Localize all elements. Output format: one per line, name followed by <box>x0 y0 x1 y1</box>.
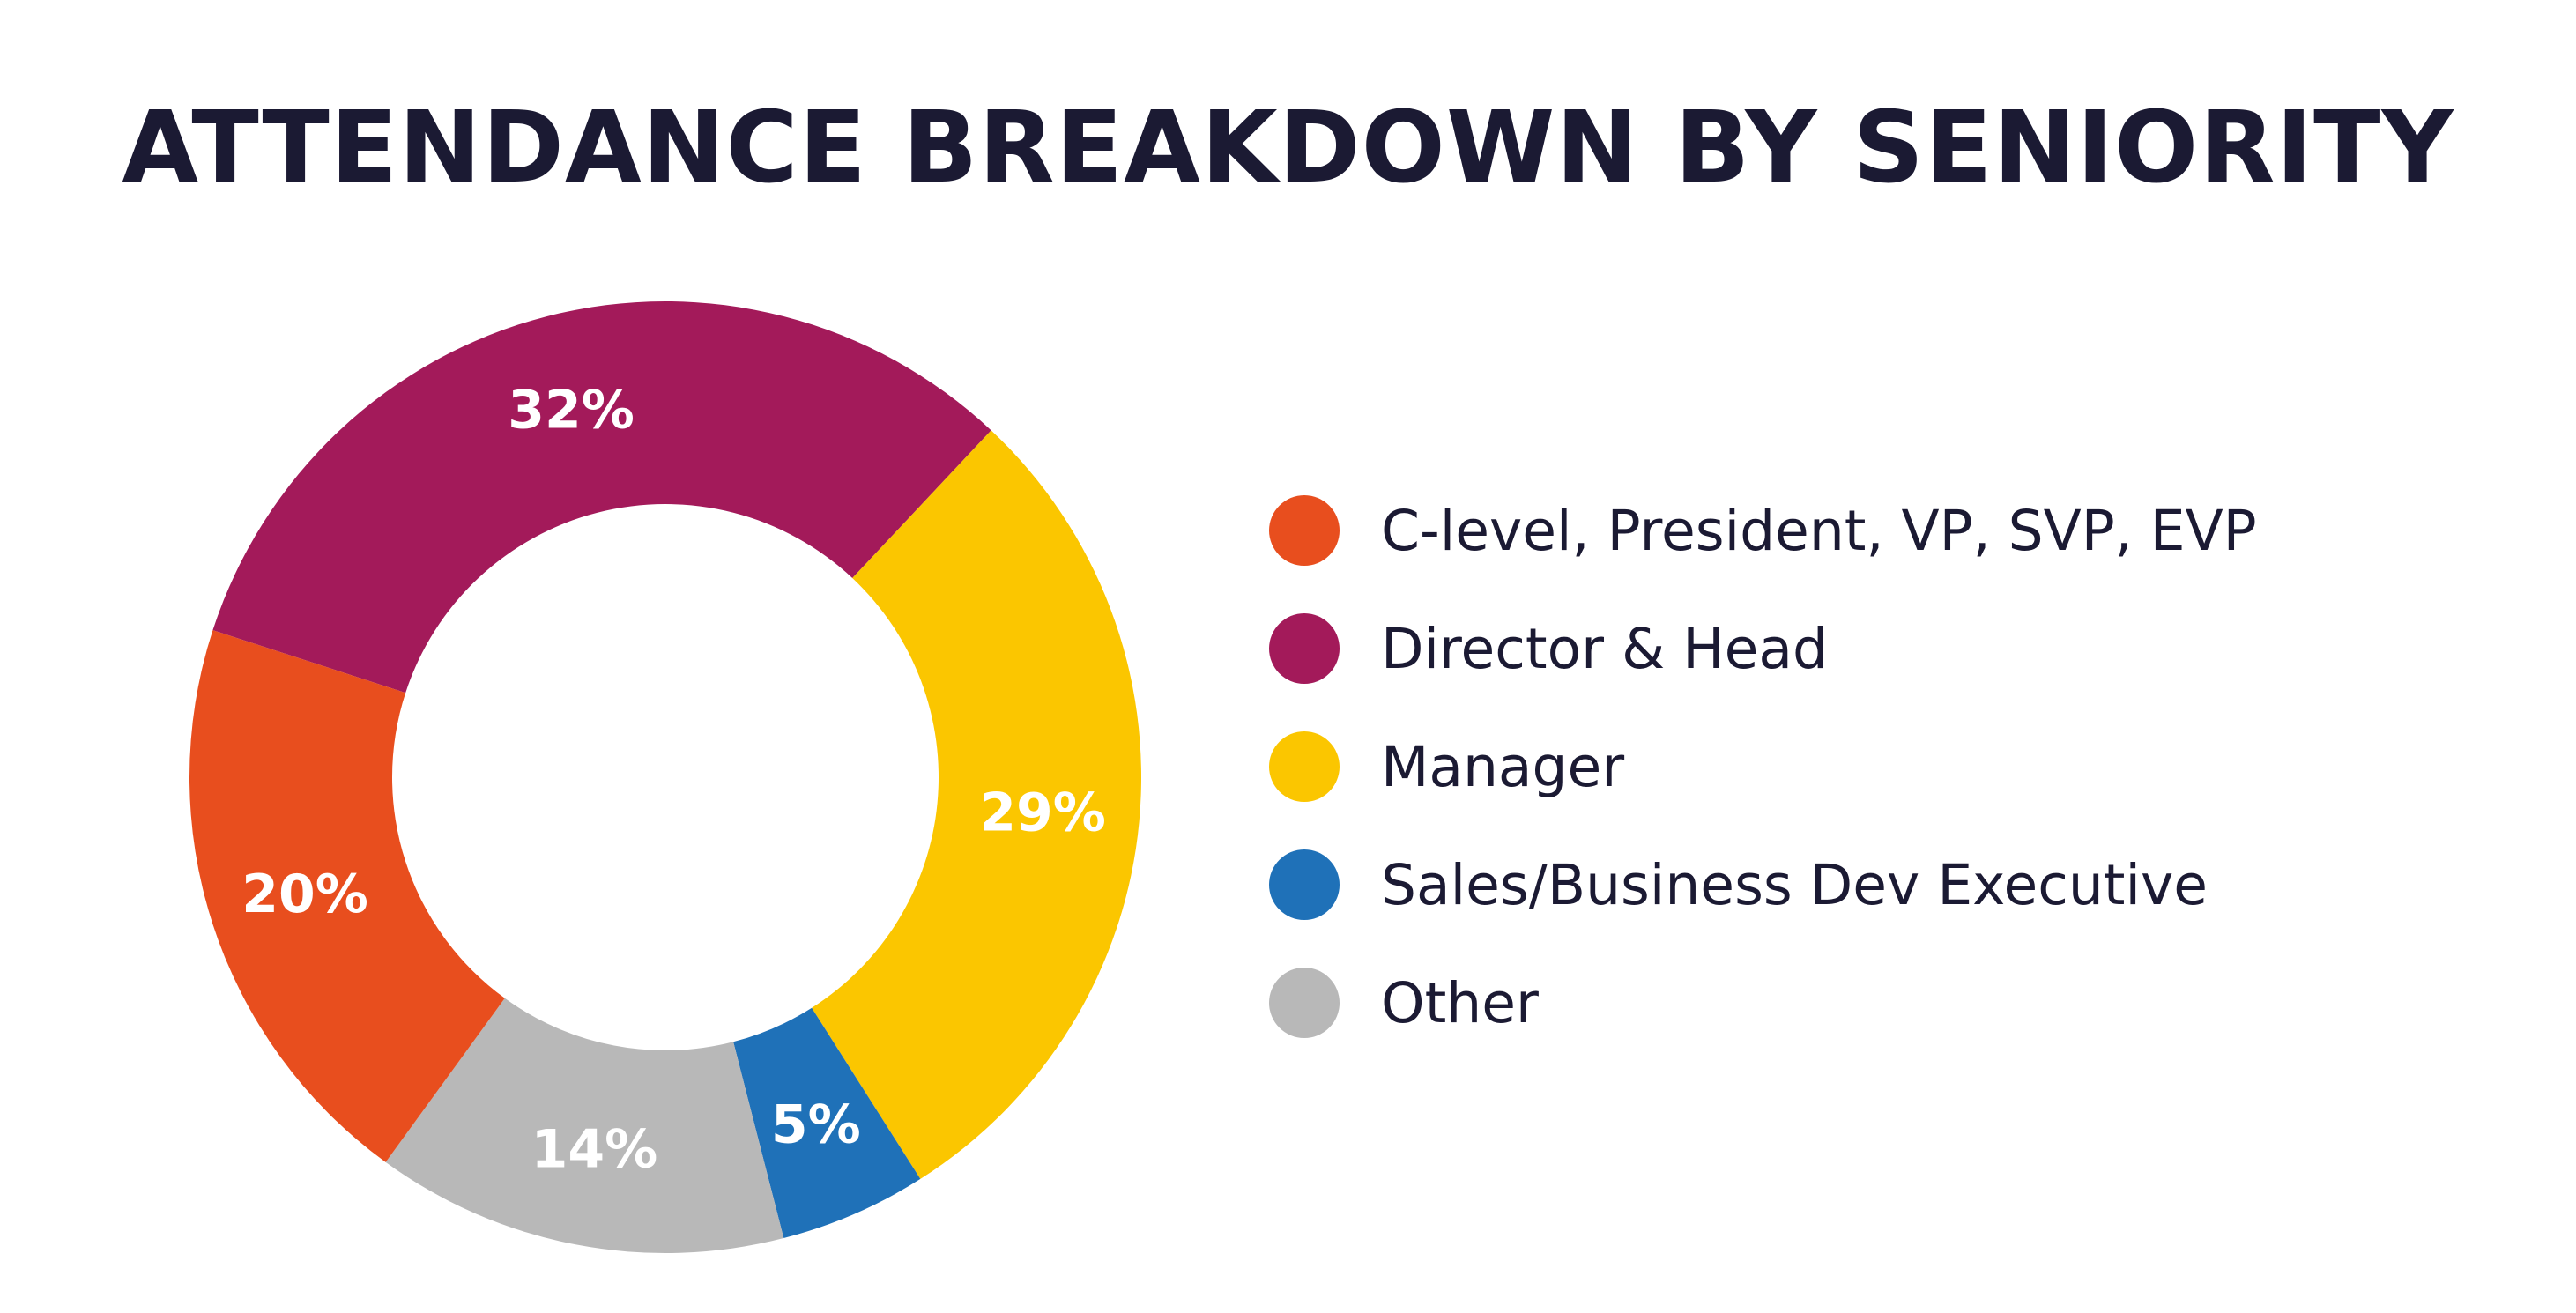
chart-title: ATTENDANCE BREAKDOWN BY SENIORITY <box>122 91 2454 205</box>
legend-swatch <box>1269 968 1340 1038</box>
slice-value-label: 5% <box>771 1094 861 1156</box>
donut-slice <box>189 630 505 1162</box>
legend-swatch <box>1269 613 1340 684</box>
donut-slice <box>733 1007 921 1239</box>
slice-value-label: 20% <box>241 864 368 925</box>
legend-label: Other <box>1381 970 1539 1035</box>
slice-value-label: 14% <box>531 1118 658 1180</box>
slice-value-label: 32% <box>508 380 635 441</box>
donut-slice <box>385 998 784 1254</box>
legend-label: Manager <box>1381 734 1625 799</box>
slice-value-label: 29% <box>979 782 1106 843</box>
legend-swatch <box>1269 495 1340 566</box>
legend-item-sales: Sales/Business Dev Executive <box>1269 826 2257 944</box>
legend-item-other: Other <box>1269 944 2257 1062</box>
legend-swatch <box>1269 849 1340 920</box>
donut-slice <box>812 430 1142 1179</box>
legend-label: Director & Head <box>1381 616 1828 681</box>
legend-item-manager: Manager <box>1269 708 2257 826</box>
legend-swatch <box>1269 731 1340 802</box>
legend-item-c-level: C-level, President, VP, SVP, EVP <box>1269 471 2257 590</box>
legend-label: C-level, President, VP, SVP, EVP <box>1381 498 2257 563</box>
donut-slice <box>212 300 991 694</box>
legend-label: Sales/Business Dev Executive <box>1381 852 2209 917</box>
legend-item-director: Director & Head <box>1269 590 2257 708</box>
chart-legend: C-level, President, VP, SVP, EVP Directo… <box>1269 471 2257 1062</box>
